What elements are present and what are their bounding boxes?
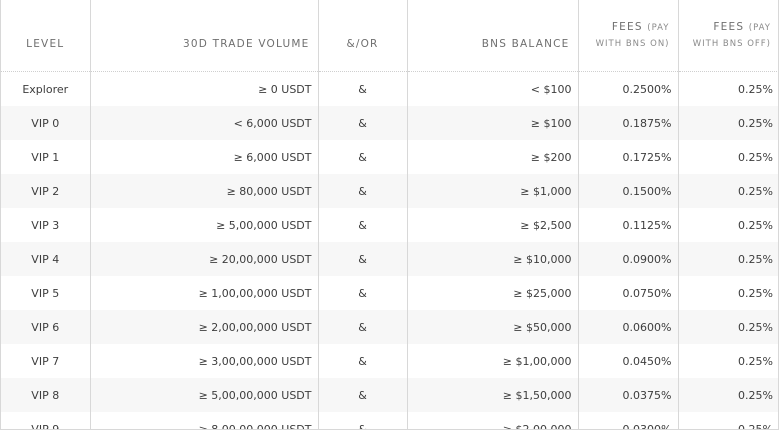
cell-trade-volume: ≥ 8,00,00,000 USDT: [89, 412, 318, 429]
cell-level: VIP 8: [1, 378, 90, 412]
header-level: LEVEL: [1, 0, 90, 72]
cell-and-or: &: [317, 344, 407, 378]
table-row: VIP 8 ≥ 5,00,00,000 USDT & ≥ $1,50,000 0…: [1, 378, 778, 412]
cell-bns-balance: ≥ $25,000: [406, 276, 578, 310]
cell-trade-volume: < 6,000 USDT: [89, 106, 318, 140]
header-fees-bns-off: FEES (PAY WITH BNS OFF): [677, 0, 778, 72]
cell-fee-bns-on: 0.0750%: [577, 276, 678, 310]
cell-bns-balance: ≥ $10,000: [406, 242, 578, 276]
cell-trade-volume: ≥ 0 USDT: [89, 71, 318, 106]
cell-fee-bns-off: 0.25%: [677, 71, 778, 106]
cell-level: VIP 4: [1, 242, 90, 276]
header-fees-on-sub-1: (PAY: [647, 22, 670, 33]
cell-trade-volume: ≥ 1,00,00,000 USDT: [89, 276, 318, 310]
cell-bns-balance: ≥ $2,500: [406, 208, 578, 242]
cell-bns-balance: ≥ $100: [406, 106, 578, 140]
cell-bns-balance: ≥ $1,000: [406, 174, 578, 208]
table-row: VIP 1 ≥ 6,000 USDT & ≥ $200 0.1725% 0.25…: [1, 140, 778, 174]
cell-fee-bns-on: 0.2500%: [577, 71, 678, 106]
cell-bns-balance: ≥ $1,50,000: [406, 378, 578, 412]
cell-level: VIP 1: [31, 150, 60, 164]
table-body: Explorer ≥ 0 USDT & < $100 0.2500% 0.25%…: [1, 71, 778, 430]
cell-fee-bns-on: 0.0375%: [577, 378, 678, 412]
cell-and-or: &: [317, 276, 407, 310]
header-fees-bns-on: FEES (PAY WITH BNS ON): [577, 0, 678, 72]
cell-level: VIP 3: [31, 218, 60, 232]
cell-and-or: &: [317, 106, 407, 140]
header-bns-balance: BNS BALANCE: [406, 0, 578, 72]
cell-fee-bns-off: 0.25%: [677, 174, 778, 208]
cell-fee-bns-on: 0.0450%: [577, 344, 678, 378]
cell-trade-volume: ≥ 80,000 USDT: [89, 174, 318, 208]
table-row: VIP 3 ≥ 5,00,000 USDT & ≥ $2,500 0.1125%…: [1, 208, 778, 242]
cell-fee-bns-on: 0.0300%: [577, 412, 678, 429]
cell-trade-volume: ≥ 20,00,000 USDT: [89, 242, 318, 276]
cell-level: VIP 6: [1, 310, 90, 344]
header-fees-off-sub-1: (PAY: [748, 22, 771, 33]
cell-trade-volume: ≥ 5,00,000 USDT: [89, 208, 318, 242]
cell-level: VIP 9: [31, 422, 60, 430]
cell-fee-bns-on: 0.1125%: [577, 208, 678, 242]
cell-fee-bns-off: 0.25%: [677, 140, 778, 174]
cell-fee-bns-off: 0.25%: [677, 378, 778, 412]
cell-fee-bns-off: 0.25%: [677, 310, 778, 344]
cell-fee-bns-off: 0.25%: [677, 242, 778, 276]
header-trade-volume: 30D TRADE VOLUME: [89, 0, 318, 72]
cell-fee-bns-off: 0.25%: [677, 412, 778, 429]
cell-level: VIP 0: [1, 106, 90, 140]
header-fees-off-main: FEES: [713, 20, 745, 33]
cell-fee-bns-off: 0.25%: [677, 106, 778, 140]
cell-trade-volume: ≥ 2,00,00,000 USDT: [89, 310, 318, 344]
table-row: VIP 4 ≥ 20,00,000 USDT & ≥ $10,000 0.090…: [1, 242, 778, 276]
cell-level: VIP 2: [1, 174, 90, 208]
table-header: LEVEL 30D TRADE VOLUME &/OR BNS BALANCE …: [1, 0, 778, 72]
cell-and-or: &: [317, 242, 407, 276]
header-and-or: &/OR: [317, 0, 407, 72]
cell-fee-bns-off: 0.25%: [677, 276, 778, 310]
cell-bns-balance: < $100: [406, 71, 578, 106]
cell-bns-balance: ≥ $1,00,000: [406, 344, 578, 378]
cell-level: Explorer: [22, 82, 69, 96]
table-row: VIP 2 ≥ 80,000 USDT & ≥ $1,000 0.1500% 0…: [1, 174, 778, 208]
cell-fee-bns-on: 0.1875%: [577, 106, 678, 140]
table-row: Explorer ≥ 0 USDT & < $100 0.2500% 0.25%: [1, 71, 778, 106]
cell-fee-bns-on: 0.1725%: [577, 140, 678, 174]
cell-and-or: &: [317, 310, 407, 344]
cell-bns-balance: ≥ $50,000: [406, 310, 578, 344]
cell-and-or: &: [317, 140, 407, 174]
cell-and-or: &: [317, 174, 407, 208]
cell-and-or: &: [317, 412, 407, 429]
header-fees-on-sub-2: WITH BNS ON): [595, 38, 670, 49]
header-row: LEVEL 30D TRADE VOLUME &/OR BNS BALANCE …: [1, 0, 778, 72]
table-row: VIP 9 ≥ 8,00,00,000 USDT & ≥ $2,00,000 0…: [1, 412, 778, 430]
cell-and-or: &: [317, 71, 407, 106]
cell-fee-bns-on: 0.0900%: [577, 242, 678, 276]
table-row: VIP 6 ≥ 2,00,00,000 USDT & ≥ $50,000 0.0…: [1, 310, 778, 344]
cell-level: VIP 7: [31, 354, 60, 368]
header-fees-off-sub-2: WITH BNS OFF): [692, 38, 771, 49]
cell-level: VIP 5: [31, 286, 60, 300]
cell-bns-balance: ≥ $2,00,000: [406, 412, 578, 429]
table-row: VIP 7 ≥ 3,00,00,000 USDT & ≥ $1,00,000 0…: [1, 344, 778, 378]
cell-and-or: &: [317, 378, 407, 412]
cell-fee-bns-off: 0.25%: [677, 208, 778, 242]
table-row: VIP 5 ≥ 1,00,00,000 USDT & ≥ $25,000 0.0…: [1, 276, 778, 310]
cell-fee-bns-on: 0.1500%: [577, 174, 678, 208]
header-fees-on-main: FEES: [611, 20, 643, 33]
cell-trade-volume: ≥ 5,00,00,000 USDT: [89, 378, 318, 412]
cell-and-or: &: [317, 208, 407, 242]
cell-bns-balance: ≥ $200: [406, 140, 578, 174]
cell-fee-bns-off: 0.25%: [677, 344, 778, 378]
cell-trade-volume: ≥ 3,00,00,000 USDT: [89, 344, 318, 378]
cell-trade-volume: ≥ 6,000 USDT: [89, 140, 318, 174]
cell-fee-bns-on: 0.0600%: [577, 310, 678, 344]
table-row: VIP 0 < 6,000 USDT & ≥ $100 0.1875% 0.25…: [1, 106, 778, 140]
